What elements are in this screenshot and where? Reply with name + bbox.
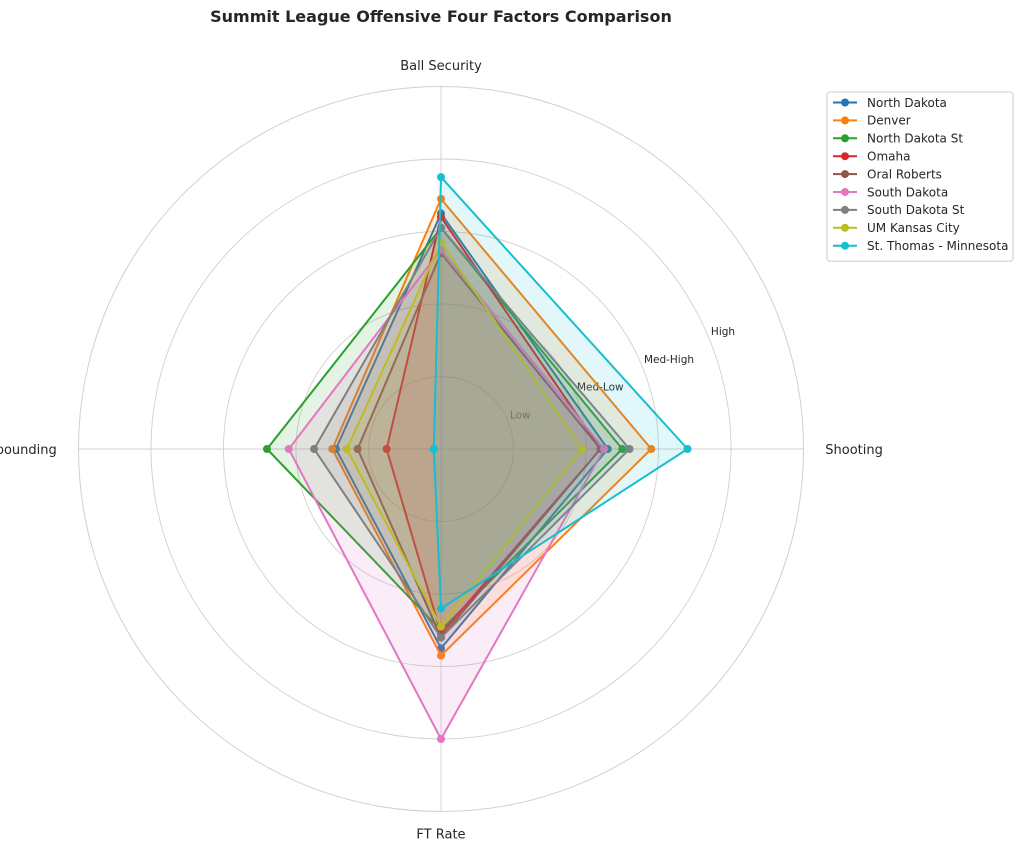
legend-item: Omaha: [833, 150, 910, 164]
legend-frame: [826, 91, 1014, 262]
data-point: [437, 604, 445, 613]
legend-marker: [841, 134, 849, 143]
series-area: [288, 249, 605, 739]
axis-label: FT Rate: [416, 827, 465, 842]
legend-marker: [841, 241, 849, 250]
ring-label: Med-High: [644, 354, 694, 366]
legend-marker: [841, 188, 849, 196]
legend-item: St. Thomas - Minnesota: [833, 239, 1008, 253]
data-point: [342, 445, 351, 453]
series: [328, 194, 656, 660]
legend-marker: [841, 98, 849, 107]
legend-label: North Dakota St: [867, 132, 963, 146]
series-area: [386, 217, 601, 634]
data-point: [618, 445, 627, 453]
legend: North Dakota Denver North Dakota St Omaha Or…: [826, 91, 1014, 262]
legend-marker: [841, 116, 849, 125]
data-point: [263, 445, 271, 453]
data-point: [310, 445, 319, 453]
legend-item: South Dakota: [833, 185, 948, 199]
series-area: [433, 177, 688, 609]
axis-label: Shooting: [825, 443, 883, 458]
data-point: [284, 445, 293, 453]
legend-item: North Dakota St: [833, 132, 963, 146]
data-point: [437, 622, 445, 631]
data-point: [328, 445, 337, 453]
radar-series: [263, 173, 692, 743]
legend-label: Omaha: [867, 150, 910, 164]
legend-item: Oral Roberts: [833, 167, 942, 181]
ring-label: High: [711, 326, 735, 338]
legend-label: Denver: [867, 114, 911, 128]
data-point: [578, 445, 587, 453]
data-point: [382, 445, 391, 453]
legend-item: UM Kansas City: [833, 221, 960, 235]
legend-label: South Dakota: [867, 185, 948, 199]
data-point: [437, 173, 445, 182]
data-point: [683, 445, 692, 453]
data-point: [429, 445, 438, 453]
axis-label: Ball Security: [400, 59, 482, 74]
legend-label: North Dakota: [867, 96, 947, 110]
data-point: [353, 445, 362, 453]
legend-item: South Dakota St: [833, 203, 965, 217]
legend-label: St. Thomas - Minnesota: [867, 239, 1008, 253]
legend-item: Denver: [833, 114, 911, 128]
legend-marker: [841, 205, 849, 214]
axis-label: Off Rebounding: [0, 443, 57, 458]
legend-marker: [841, 170, 849, 179]
data-point: [437, 633, 445, 642]
series: [342, 238, 587, 631]
series: [284, 245, 609, 743]
legend-label: Oral Roberts: [867, 167, 942, 181]
legend-item: North Dakota: [833, 96, 947, 110]
series-area: [357, 253, 601, 638]
legend-marker: [841, 152, 849, 161]
legend-label: UM Kansas City: [867, 221, 960, 235]
series-area: [332, 198, 652, 656]
ring-label: Low: [510, 409, 531, 421]
legend-marker: [841, 223, 849, 232]
data-point: [437, 735, 445, 743]
data-point: [625, 445, 634, 453]
data-point: [600, 445, 609, 453]
series: [429, 173, 692, 613]
chart-title: Summit League Offensive Four Factors Com…: [210, 7, 672, 26]
legend-label: South Dakota St: [867, 203, 965, 217]
data-point: [647, 445, 656, 453]
data-point: [437, 651, 445, 660]
series-area: [346, 242, 583, 627]
